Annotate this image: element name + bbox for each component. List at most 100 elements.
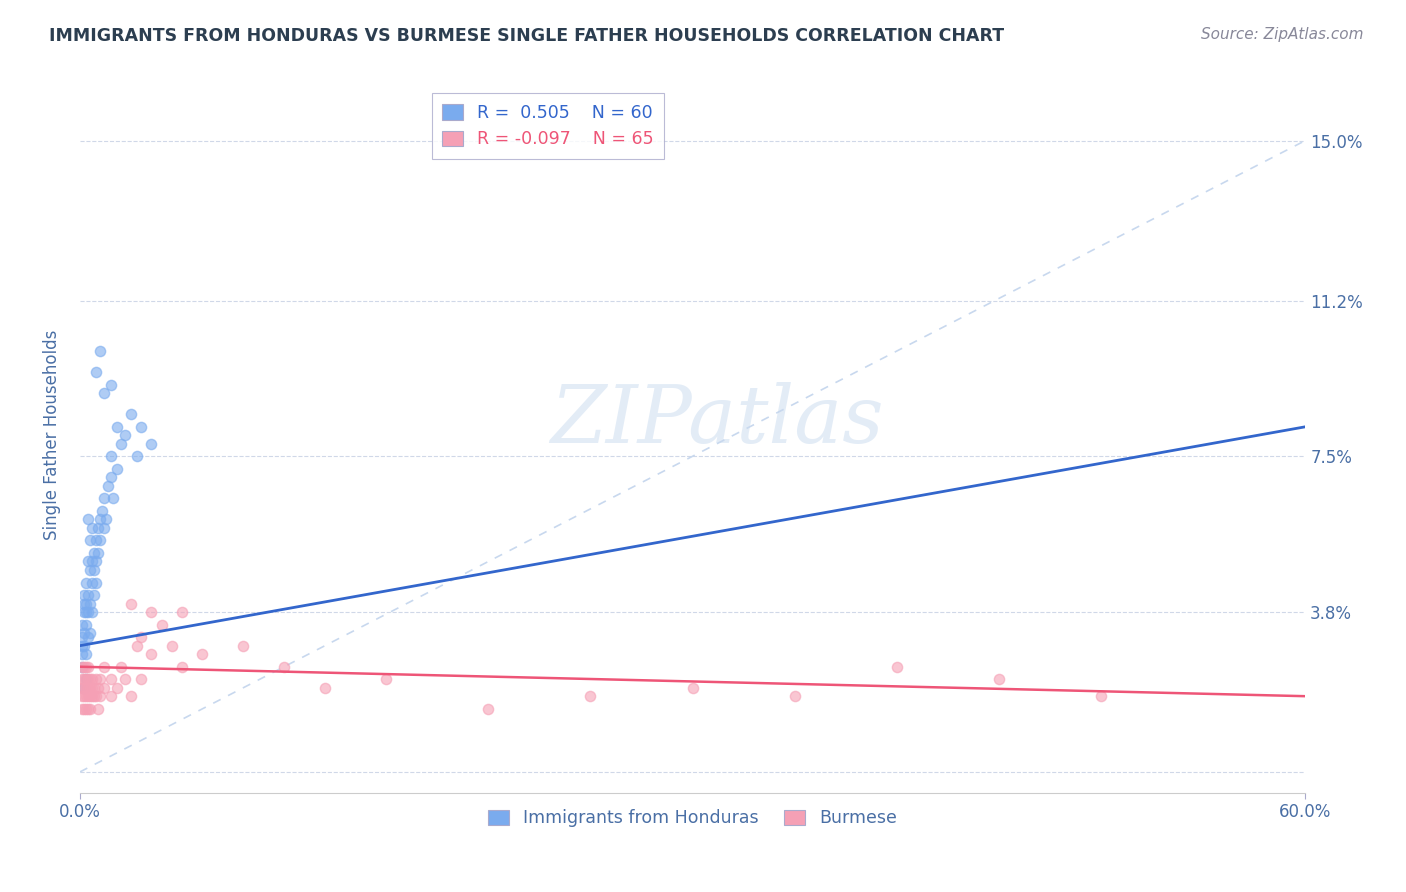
Point [75, 681, 97, 695]
Point [89, 344, 111, 359]
Point [83, 689, 105, 703]
Point [987, 673, 1010, 687]
Point [73, 673, 96, 687]
Point [91, 504, 114, 518]
Point [314, 681, 336, 695]
Point [70, 639, 93, 653]
Legend: Immigrants from Honduras, Burmese: Immigrants from Honduras, Burmese [481, 803, 904, 834]
Point [79, 673, 101, 687]
Point [73, 588, 96, 602]
Point [79, 533, 101, 548]
Point [82, 689, 104, 703]
Point [100, 377, 122, 392]
Point [77, 689, 100, 703]
Point [73, 597, 96, 611]
Point [84, 689, 107, 703]
Point [375, 673, 398, 687]
Point [100, 673, 122, 687]
Point [89, 689, 111, 703]
Point [77, 630, 100, 644]
Point [73, 681, 96, 695]
Point [120, 689, 142, 703]
Point [77, 673, 100, 687]
Point [82, 673, 104, 687]
Point [70, 647, 93, 661]
Point [83, 563, 105, 577]
Point [73, 659, 96, 673]
Point [70, 681, 93, 695]
Point [120, 407, 142, 421]
Point [93, 659, 115, 673]
Point [84, 673, 107, 687]
Point [100, 470, 122, 484]
Point [125, 639, 148, 653]
Point [83, 588, 105, 602]
Point [75, 597, 97, 611]
Point [477, 702, 499, 716]
Point [77, 605, 100, 619]
Point [89, 533, 111, 548]
Point [89, 512, 111, 526]
Point [79, 563, 101, 577]
Point [84, 554, 107, 568]
Point [70, 630, 93, 644]
Point [75, 605, 97, 619]
Point [170, 605, 193, 619]
Point [96, 512, 118, 526]
Point [70, 659, 93, 673]
Text: ZIPatlas: ZIPatlas [550, 382, 884, 459]
Text: IMMIGRANTS FROM HONDURAS VS BURMESE SINGLE FATHER HOUSEHOLDS CORRELATION CHART: IMMIGRANTS FROM HONDURAS VS BURMESE SING… [49, 27, 1004, 45]
Point [114, 673, 136, 687]
Point [77, 554, 100, 568]
Point [70, 673, 93, 687]
Point [82, 554, 104, 568]
Point [110, 659, 132, 673]
Point [97, 479, 120, 493]
Point [105, 462, 128, 476]
Point [82, 575, 104, 590]
Point [75, 575, 97, 590]
Point [273, 659, 295, 673]
Point [83, 546, 105, 560]
Point [141, 436, 163, 450]
Point [93, 521, 115, 535]
Point [77, 681, 100, 695]
Point [125, 450, 148, 464]
Point [682, 681, 704, 695]
Point [73, 639, 96, 653]
Point [77, 588, 100, 602]
Point [70, 659, 93, 673]
Point [70, 702, 93, 716]
Point [70, 689, 93, 703]
Point [100, 450, 122, 464]
Point [73, 681, 96, 695]
Point [783, 689, 806, 703]
Point [101, 491, 124, 506]
Point [82, 521, 104, 535]
Point [70, 617, 93, 632]
Point [105, 419, 128, 434]
Point [110, 436, 132, 450]
Point [93, 386, 115, 401]
Point [232, 639, 254, 653]
Point [77, 702, 100, 716]
Point [93, 681, 115, 695]
Point [73, 605, 96, 619]
Point [77, 512, 100, 526]
Point [170, 659, 193, 673]
Point [87, 521, 110, 535]
Point [75, 689, 97, 703]
Point [75, 702, 97, 716]
Point [73, 689, 96, 703]
Point [79, 626, 101, 640]
Point [84, 575, 107, 590]
Point [141, 647, 163, 661]
Point [100, 689, 122, 703]
Y-axis label: Single Father Households: Single Father Households [44, 330, 60, 541]
Point [1090, 689, 1112, 703]
Point [79, 702, 101, 716]
Point [87, 702, 110, 716]
Point [160, 639, 183, 653]
Point [129, 419, 152, 434]
Point [82, 681, 104, 695]
